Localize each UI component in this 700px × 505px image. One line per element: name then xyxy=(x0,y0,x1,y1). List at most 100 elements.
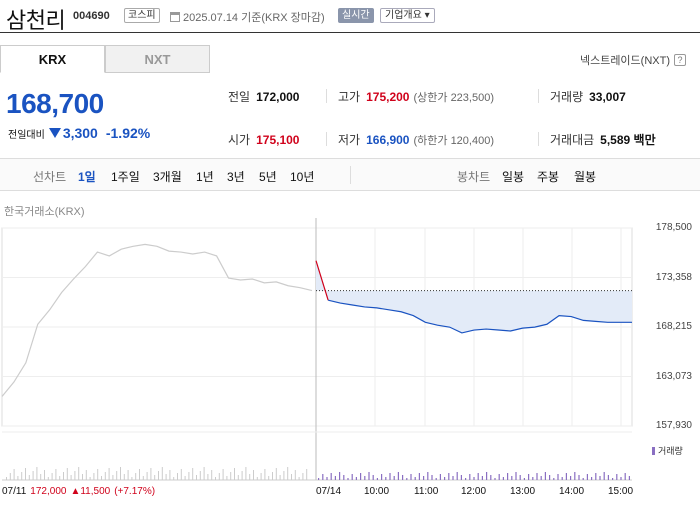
x-tick-label: 11:00 xyxy=(414,486,439,497)
volume-bar-0711 xyxy=(47,477,49,480)
volume-bar-0711 xyxy=(192,468,194,480)
volume-bar-0711 xyxy=(222,469,224,480)
volume-bar-0711 xyxy=(165,474,167,480)
stock-code: 004690 xyxy=(73,10,110,22)
y-tick-label: 173,358 xyxy=(655,272,692,283)
period-daily[interactable]: 일봉 xyxy=(502,170,525,184)
volume-bar-0711 xyxy=(123,474,125,480)
volume-bar-0711 xyxy=(25,468,26,480)
volume-bar-0714 xyxy=(339,472,341,480)
volume-bar-0711 xyxy=(218,473,220,480)
volume-bar-0711 xyxy=(135,473,137,480)
period-weekly[interactable]: 주봉 xyxy=(537,170,560,184)
volume-bar-0714 xyxy=(431,475,433,480)
volume-bar-0714 xyxy=(557,474,559,480)
y-tick-label: 163,073 xyxy=(655,371,692,382)
period-3m[interactable]: 3개월 xyxy=(153,170,182,184)
volume-bar-0714 xyxy=(586,474,588,480)
volume-bar-0711 xyxy=(283,471,285,480)
stat-high: 고가 175,200 (상한가 223,500) xyxy=(338,90,494,104)
volume-bar-0714 xyxy=(343,475,345,480)
period-3y[interactable]: 3년 xyxy=(227,170,245,184)
volume-bar-0711 xyxy=(82,474,83,480)
period-1d[interactable]: 1일 xyxy=(78,170,96,184)
volume-bar-0714 xyxy=(481,476,483,480)
volume-bar-0711 xyxy=(89,477,91,480)
tab-nxt[interactable]: NXT xyxy=(105,45,210,73)
volume-bar-0714 xyxy=(355,477,357,480)
volume-bar-0711 xyxy=(66,468,68,480)
volume-bar-0711 xyxy=(17,476,19,480)
volume-bar-0714 xyxy=(439,474,441,480)
volume-bar-0711 xyxy=(51,473,53,480)
volume-bar-0711 xyxy=(184,476,186,480)
volume-bar-0711 xyxy=(234,468,235,480)
volume-bar-0711 xyxy=(291,474,292,480)
volume-bar-0714 xyxy=(549,475,551,480)
volume-bar-0714 xyxy=(364,476,366,480)
volume-bar-0714 xyxy=(318,478,320,480)
prev-day-close: 172,000 xyxy=(30,486,67,497)
volume-bar-0714 xyxy=(427,472,429,480)
volume-bar-0711 xyxy=(169,470,171,480)
volume-bar-0714 xyxy=(540,476,542,480)
volume-bar-0714 xyxy=(477,473,479,480)
volume-bar-0711 xyxy=(177,473,178,480)
volume-bar-0714 xyxy=(473,477,475,480)
nextrade-link[interactable]: 넥스트레이드(NXT) ? xyxy=(580,52,686,68)
period-10y[interactable]: 10년 xyxy=(290,170,315,184)
volume-bar-0711 xyxy=(101,476,102,480)
volume-bar-0711 xyxy=(180,469,182,480)
volume-bar-0714 xyxy=(519,475,521,480)
volume-bar-0714 xyxy=(607,475,609,480)
period-monthly[interactable]: 월봉 xyxy=(574,170,597,184)
volume-bar-0711 xyxy=(199,471,201,480)
volume-bar-0711 xyxy=(146,472,148,480)
volume-bar-0714 xyxy=(591,477,593,480)
volume-bar-0711 xyxy=(306,469,308,480)
period-1y[interactable]: 1년 xyxy=(196,170,214,184)
volume-bar-0711 xyxy=(74,471,76,480)
period-1w[interactable]: 1주일 xyxy=(111,170,140,184)
volume-bar-0714 xyxy=(574,472,576,480)
volume-bar-0711 xyxy=(196,475,197,480)
prev-day-change-pct: (+7.17%) xyxy=(114,486,156,497)
volume-bar-0714 xyxy=(381,474,383,480)
volume-bar-0711 xyxy=(188,472,190,480)
stat-turnover: 거래대금 5,589 백만 xyxy=(550,133,656,147)
volume-bar-0711 xyxy=(249,474,251,480)
volume-bar-0711 xyxy=(59,476,61,480)
below-prev-close-fill xyxy=(316,260,632,333)
volume-bar-0714 xyxy=(347,478,349,480)
open-tick xyxy=(315,260,329,301)
volume-bar-0714 xyxy=(486,472,488,480)
stat-open: 시가 175,100 xyxy=(228,133,300,147)
volume-bar-0711 xyxy=(158,471,159,480)
period-5y[interactable]: 5년 xyxy=(259,170,277,184)
volume-bar-0711 xyxy=(70,475,72,480)
realtime-button[interactable]: 실시간 xyxy=(338,8,374,23)
volume-bar-0711 xyxy=(63,472,64,480)
x-tick-label: 14:00 xyxy=(559,486,585,497)
volume-bar-0714 xyxy=(368,472,370,480)
volume-swatch xyxy=(652,446,655,455)
down-arrow-icon xyxy=(48,128,61,138)
prev-day-summary: 07/11 172,000 ▲11,500 (+7.17%) xyxy=(2,486,155,497)
volume-bar-0711 xyxy=(32,471,34,480)
tab-krx[interactable]: KRX xyxy=(0,45,105,73)
volume-bar-0714 xyxy=(511,476,513,480)
volume-bar-0714 xyxy=(544,472,546,480)
volume-bar-0714 xyxy=(628,476,630,480)
help-icon[interactable]: ? xyxy=(674,54,686,66)
volume-bar-0714 xyxy=(620,477,622,480)
volume-bar-0714 xyxy=(507,473,509,480)
y-tick-label: 168,215 xyxy=(655,321,692,332)
candle-chart-label: 봉차트 xyxy=(457,170,491,184)
volume-bar-0711 xyxy=(13,469,15,480)
volume-bar-0714 xyxy=(612,478,614,480)
company-overview-button[interactable]: 기업개요 ▾ xyxy=(380,8,435,23)
volume-bar-0711 xyxy=(9,473,11,480)
x-tick-label: 13:00 xyxy=(510,486,536,497)
volume-bar-0714 xyxy=(389,473,391,480)
